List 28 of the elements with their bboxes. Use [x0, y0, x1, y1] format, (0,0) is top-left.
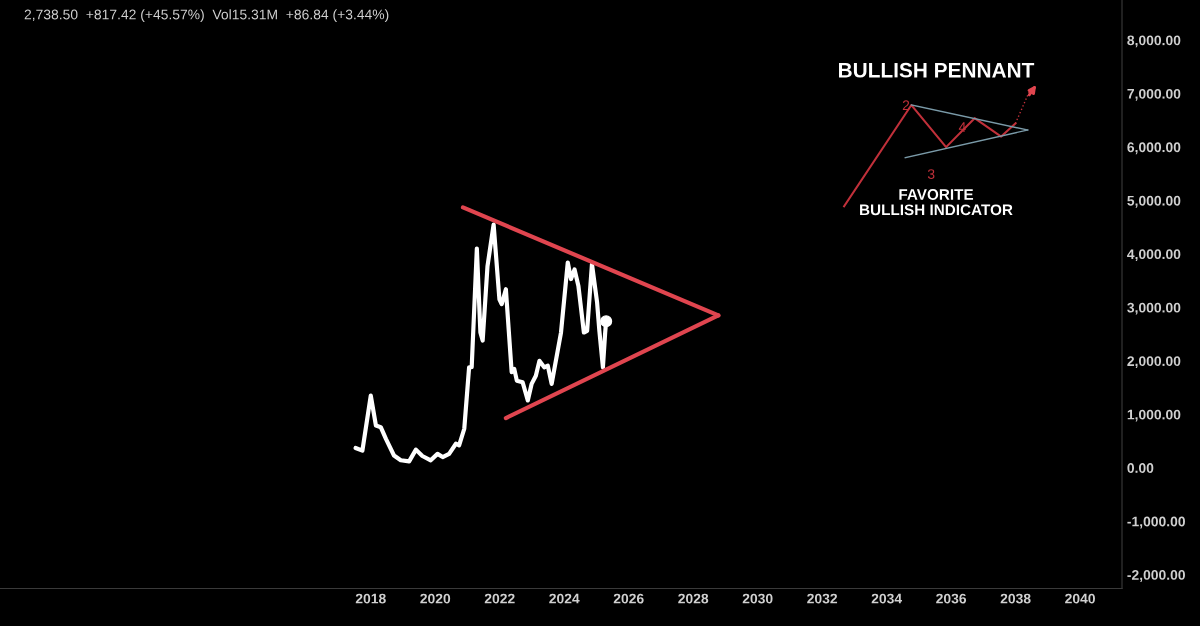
- y-tick-label: 2,000.00: [1127, 356, 1181, 369]
- x-tick-label: 2030: [742, 593, 773, 604]
- x-tick-label: 2020: [420, 593, 451, 604]
- x-tick-label: 2026: [613, 593, 644, 604]
- x-tick-label: 2024: [549, 593, 580, 604]
- y-tick-label: 7,000.00: [1127, 88, 1181, 101]
- x-tick-label: 2038: [1000, 593, 1031, 604]
- annotation: FAVORITE BULLISH INDICATOR: [860, 189, 1013, 216]
- annotation: BULLISH PENNANT: [839, 62, 1035, 78]
- annotation: 2: [902, 100, 910, 111]
- y-tick-label: 8,000.00: [1127, 35, 1181, 48]
- y-tick-label: 0.00: [1127, 463, 1154, 473]
- y-tick-label: -1,000.00: [1127, 516, 1185, 529]
- x-tick-label: 2032: [807, 593, 838, 604]
- y-tick-label: 5,000.00: [1127, 195, 1181, 208]
- y-tick-label: 6,000.00: [1127, 142, 1181, 155]
- x-tick-label: 2036: [936, 593, 967, 604]
- y-tick-label: -2,000.00: [1127, 570, 1185, 582]
- annotation: 3: [927, 169, 935, 180]
- y-tick-label: 4,000.00: [1127, 249, 1181, 262]
- x-tick-label: 2028: [678, 593, 709, 604]
- x-tick-label: 2034: [871, 593, 903, 604]
- x-tick-label: 2018: [355, 593, 386, 604]
- y-tick-label: 1,000.00: [1127, 409, 1181, 422]
- x-tick-label: 2040: [1065, 593, 1095, 604]
- annotation: 2,738.50 +817.42 (+45.57%) Vol15.31M +86.84 (+3.44%): [24, 9, 389, 23]
- x-tick-label: 2022: [484, 593, 515, 604]
- y-tick-label: 3,000.00: [1127, 302, 1181, 315]
